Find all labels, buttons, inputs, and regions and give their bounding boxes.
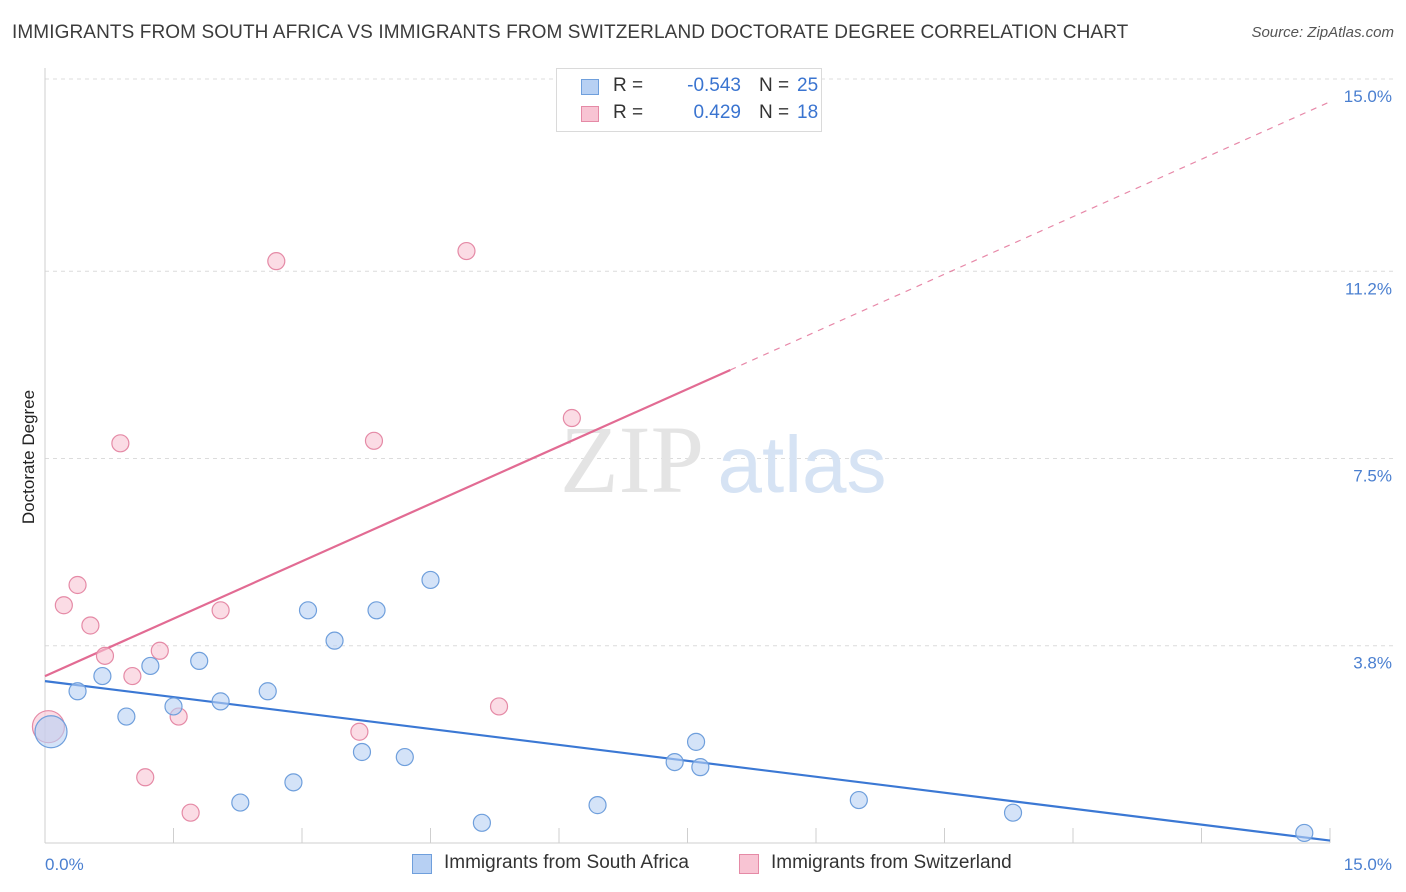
- legend-r-label: R =: [613, 75, 644, 96]
- data-point-blue: [68, 682, 87, 701]
- data-point-blue: [472, 813, 491, 832]
- data-point-blue: [284, 773, 303, 792]
- data-point-pink: [95, 646, 115, 665]
- legend-swatch-pink: [581, 106, 599, 122]
- data-points: [31, 241, 1314, 843]
- legend-n-value: 18: [797, 102, 819, 123]
- data-point-blue: [1003, 803, 1023, 822]
- legend-n-label: N =: [759, 75, 790, 96]
- data-point-pink: [54, 596, 73, 615]
- trend-line-extension-pink: [730, 101, 1331, 371]
- source-label: Source: ZipAtlas.com: [1251, 24, 1394, 41]
- bottom-legend-swatch-blue: [412, 854, 432, 874]
- trend-line-pink: [44, 368, 731, 678]
- data-point-blue: [258, 682, 277, 701]
- data-point-blue: [164, 697, 183, 716]
- data-point-blue: [190, 651, 209, 671]
- data-point-pink: [364, 431, 384, 450]
- data-point-blue: [588, 796, 607, 815]
- legend-n-label: N =: [759, 102, 790, 123]
- x-tick-label: 15.0%: [1344, 855, 1392, 874]
- data-point-pink: [123, 666, 142, 686]
- data-point-pink: [181, 803, 200, 822]
- data-point-blue: [686, 732, 706, 751]
- data-point-blue: [211, 692, 230, 711]
- watermark-atlas: atlas: [718, 420, 887, 509]
- data-point-blue: [849, 790, 868, 810]
- legend-n-value: 25: [797, 75, 819, 96]
- data-point-pink: [211, 601, 230, 620]
- data-point-blue: [421, 570, 440, 590]
- data-point-pink: [150, 641, 169, 660]
- chart-title: IMMIGRANTS FROM SOUTH AFRICA VS IMMIGRAN…: [12, 22, 1129, 43]
- data-point-pink: [136, 768, 155, 787]
- data-point-blue: [395, 747, 414, 767]
- data-point-pink: [111, 434, 130, 453]
- y-tick-label: 11.2%: [1345, 279, 1392, 298]
- legend-swatch-blue: [581, 79, 599, 95]
- legend-r-value: 0.429: [693, 102, 741, 123]
- data-point-pink: [489, 697, 509, 716]
- axes: [44, 68, 1331, 844]
- data-point-blue: [231, 793, 250, 812]
- data-point-pink: [81, 616, 100, 635]
- bottom-legend-label: Immigrants from Switzerland: [771, 852, 1012, 873]
- data-point-pink: [457, 241, 476, 261]
- y-tick-label: 3.8%: [1353, 654, 1392, 673]
- data-point-blue: [141, 656, 160, 676]
- data-point-blue: [367, 601, 386, 620]
- correlation-legend: R = -0.543 N = 25 R = 0.429 N = 18: [556, 68, 822, 132]
- bottom-legend-label: Immigrants from South Africa: [444, 852, 689, 873]
- trend-line-blue: [44, 680, 1331, 842]
- legend-r-value: -0.543: [687, 75, 741, 96]
- x-tick-label: 0.0%: [45, 855, 84, 874]
- data-point-blue: [691, 758, 710, 777]
- watermark-zip: ZIP: [560, 406, 704, 513]
- y-axis-label: Doctorate Degree: [19, 390, 38, 524]
- data-point-pink: [267, 252, 286, 271]
- data-point-blue: [93, 666, 112, 686]
- tick-labels: 3.8% 7.5% 11.2% 15.0% 0.0% 15.0%: [45, 87, 1392, 874]
- data-point-blue: [34, 715, 68, 749]
- bottom-legend-swatch-pink: [739, 854, 759, 874]
- data-point-blue: [117, 707, 136, 726]
- data-point-pink: [68, 575, 87, 595]
- y-tick-label: 15.0%: [1344, 87, 1392, 106]
- data-point-blue: [352, 742, 372, 762]
- trend-lines: [44, 101, 1331, 842]
- y-tick-label: 7.5%: [1353, 467, 1392, 486]
- data-point-blue: [665, 752, 684, 772]
- data-point-pink: [562, 408, 581, 428]
- grid-lines: [45, 78, 1395, 647]
- data-point-blue: [298, 601, 318, 620]
- data-point-blue: [325, 631, 344, 650]
- data-point-pink: [350, 722, 369, 741]
- data-point-blue: [1295, 823, 1314, 843]
- legend-r-label: R =: [613, 102, 644, 123]
